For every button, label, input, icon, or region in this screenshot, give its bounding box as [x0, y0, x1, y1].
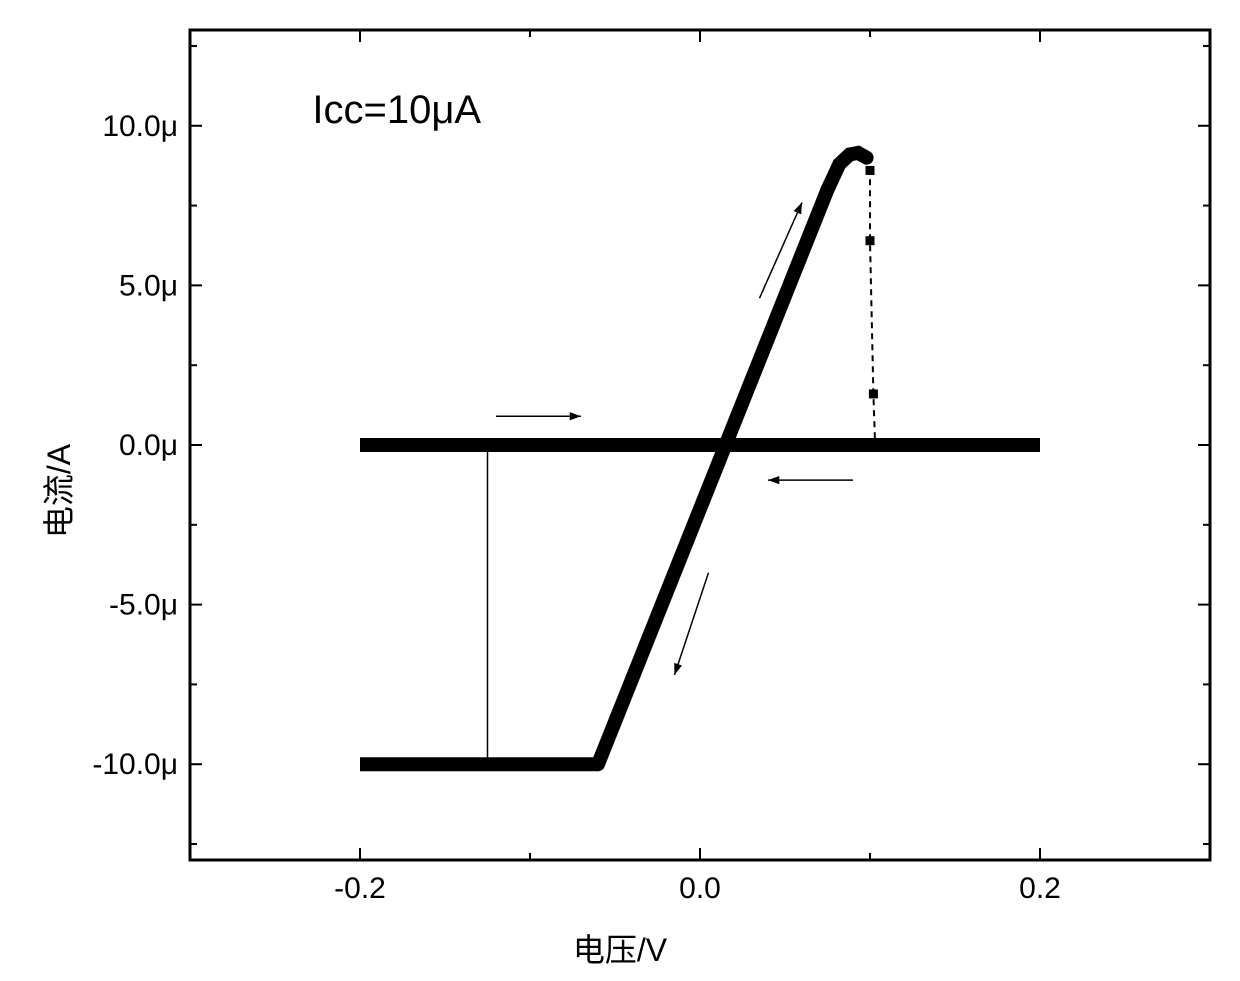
svg-text:-5.0μ: -5.0μ [109, 589, 178, 622]
svg-text:0.0μ: 0.0μ [119, 429, 178, 462]
svg-text:0.0: 0.0 [679, 872, 721, 905]
svg-text:10.0μ: 10.0μ [102, 110, 178, 143]
svg-text:-10.0μ: -10.0μ [92, 748, 178, 781]
svg-text:-0.2: -0.2 [334, 872, 386, 905]
y-axis-label: 电流/A [34, 443, 80, 537]
svg-text:0.2: 0.2 [1019, 872, 1061, 905]
chart-svg: -0.2 0.0 0.2 -10.0μ -5.0μ 0.0μ 5.0μ 10.0μ [0, 0, 1240, 981]
icc-annotation: Icc=10μA [312, 88, 481, 133]
iv-chart: -0.20.00.2-10.0μ-5.0μ0.0μ5.0μ10.0μ 电流/A … [0, 0, 1240, 981]
x-axis-label: 电压/V [573, 925, 667, 971]
svg-text:5.0μ: 5.0μ [119, 269, 178, 302]
